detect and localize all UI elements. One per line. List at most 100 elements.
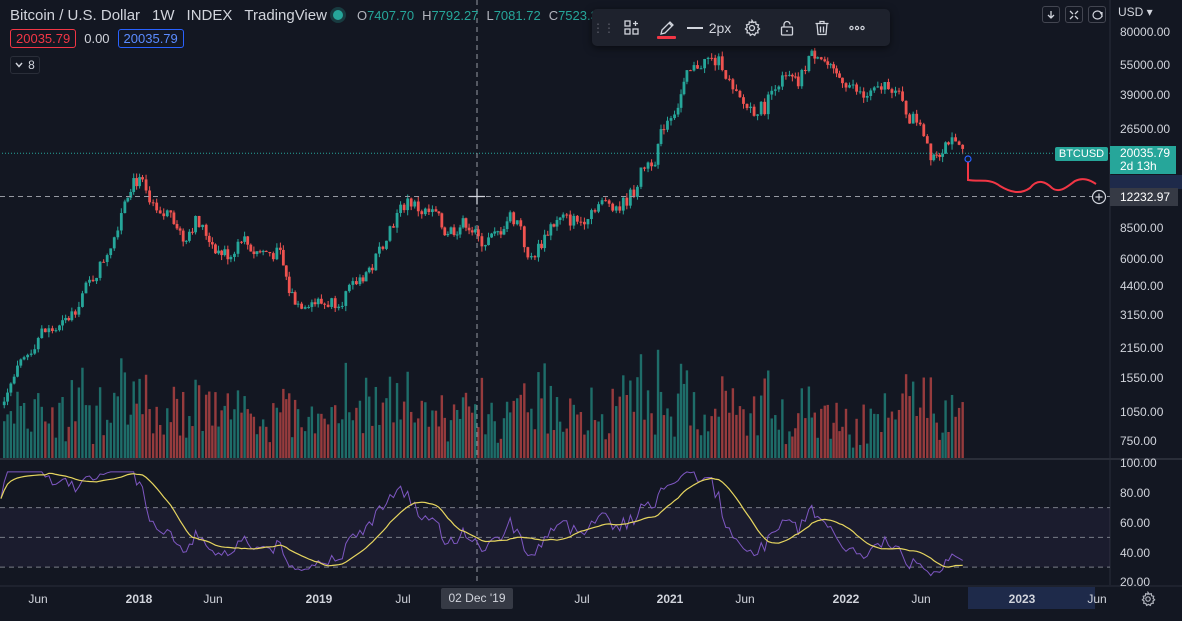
candle-body — [572, 215, 576, 226]
volume-bar — [721, 376, 724, 458]
last-price-tag: 20035.79 2d 13h — [1110, 146, 1176, 174]
volume-bar — [470, 412, 474, 458]
candle-body — [355, 281, 358, 285]
candle-body — [323, 303, 326, 305]
unlock-icon — [780, 20, 793, 36]
volume-bar — [636, 377, 639, 458]
gear-icon[interactable] — [1140, 591, 1156, 607]
volume-bar — [505, 401, 509, 458]
volume-bar — [659, 391, 663, 458]
candle-body — [813, 50, 817, 59]
source-label: TradingView — [244, 6, 327, 24]
volume-bar — [622, 375, 625, 458]
volume-bar — [682, 383, 686, 458]
volume-bar — [756, 435, 759, 458]
price-axis-label: 6000.00 — [1120, 252, 1164, 266]
volume-bar — [618, 396, 621, 458]
volume-bar — [402, 401, 406, 458]
candle-body — [399, 204, 402, 213]
volume-bar — [84, 405, 88, 458]
time-axis-label: Jun — [735, 592, 755, 606]
volume-bar — [823, 405, 826, 458]
buy-price-button[interactable]: 20035.79 — [117, 29, 184, 48]
volume-bar — [129, 414, 132, 458]
candle-body — [499, 231, 503, 235]
candle-body — [162, 213, 166, 217]
candle-body — [67, 317, 71, 321]
candle-body — [614, 206, 618, 211]
volume-bar — [866, 443, 869, 458]
candle-body — [316, 298, 320, 305]
candle-body — [752, 106, 756, 116]
candle-body — [88, 279, 91, 283]
candle-body — [476, 229, 480, 237]
line-width-button[interactable]: 2px — [684, 9, 734, 46]
candle-body — [735, 89, 738, 91]
candle-body — [727, 78, 731, 80]
volume-bar — [813, 412, 816, 458]
volume-bar — [105, 419, 109, 458]
collapse-button[interactable] — [1065, 6, 1083, 23]
volume-bar — [820, 408, 823, 458]
delete-button[interactable] — [804, 9, 839, 46]
more-button[interactable] — [839, 9, 874, 46]
candle-body — [515, 220, 519, 225]
candle-body — [682, 81, 686, 95]
settings-button[interactable] — [734, 9, 769, 46]
volume-bar — [61, 397, 64, 458]
candle-body — [717, 56, 721, 66]
object-tree-button[interactable] — [614, 9, 649, 46]
candle-body — [673, 114, 676, 119]
candle-body — [129, 191, 133, 198]
volume-bar — [265, 426, 268, 458]
candle-body — [279, 247, 282, 250]
candle-body — [780, 75, 784, 87]
volume-bar — [841, 426, 844, 458]
line-color-button[interactable] — [649, 9, 684, 46]
currency-selector[interactable]: USD ▾ — [1118, 5, 1153, 19]
fullscreen-icon — [1091, 9, 1103, 20]
fullscreen-button[interactable] — [1088, 6, 1106, 23]
volume-bar — [662, 415, 666, 458]
volume-bar — [268, 442, 271, 458]
market-status-icon[interactable] — [332, 10, 343, 20]
interval-label[interactable]: 1W — [152, 6, 175, 24]
volume-bar — [731, 388, 735, 458]
candle-body — [505, 221, 509, 230]
symbol-header[interactable]: Bitcoin / U.S. Dollar 1W INDEX TradingVi… — [10, 5, 598, 25]
candle-body — [699, 68, 703, 70]
volume-bar — [344, 362, 347, 458]
candle-body — [91, 279, 95, 282]
candle-body — [770, 90, 774, 95]
volume-bar — [172, 386, 176, 458]
volume-bar — [16, 391, 19, 458]
candle-body — [807, 55, 811, 72]
indicators-toggle-button[interactable]: 8 — [10, 56, 40, 74]
candle-body — [249, 244, 253, 252]
candle-body — [347, 284, 351, 292]
download-button[interactable] — [1042, 6, 1060, 23]
candle-body — [181, 230, 185, 242]
candle-body — [449, 227, 453, 234]
volume-bar — [880, 431, 883, 458]
sell-price-button[interactable]: 20035.79 — [10, 29, 77, 48]
candle-body — [862, 91, 866, 98]
volume-bar — [307, 416, 310, 458]
candle-body — [911, 113, 915, 124]
volume-bar — [519, 394, 522, 458]
drag-handle-icon[interactable]: ⋮⋮ — [592, 20, 615, 35]
volume-bar — [358, 400, 362, 458]
add-alert-icon[interactable] — [1091, 189, 1107, 205]
symbol-name[interactable]: Bitcoin / U.S. Dollar — [10, 6, 141, 24]
volume-bar — [288, 393, 291, 458]
lock-button[interactable] — [769, 9, 804, 46]
ohlc-values: O7407.70 H7792.27 L7081.72 C7523.3 — [356, 7, 598, 23]
candle-body — [961, 144, 965, 149]
volume-bar — [337, 423, 340, 458]
volume-bar — [699, 435, 703, 458]
price-axis-label: 39000.00 — [1120, 88, 1171, 102]
candle-body — [333, 298, 337, 309]
volume-bar — [285, 399, 288, 458]
volume-bar — [484, 434, 487, 458]
